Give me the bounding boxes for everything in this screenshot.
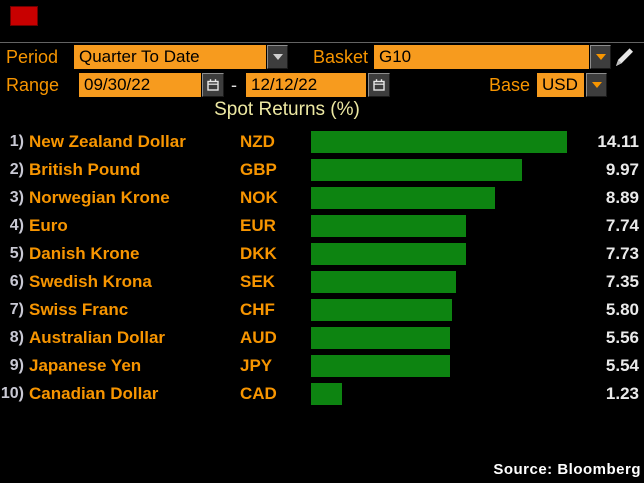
chevron-down-icon	[272, 54, 283, 60]
currency-row[interactable]: 9) Japanese Yen JPY 5.54	[0, 352, 644, 380]
currency-row[interactable]: 1) New Zealand Dollar NZD 14.11	[0, 128, 644, 156]
base-field[interactable]: USD	[537, 73, 584, 97]
period-label: Period	[6, 47, 59, 67]
calendar-icon	[373, 79, 385, 91]
return-value: 7.73	[605, 244, 639, 263]
currency-name: Japanese Yen	[29, 356, 142, 375]
range-end-calendar-button[interactable]	[368, 73, 390, 97]
chevron-down-icon	[595, 54, 606, 60]
return-bar	[311, 215, 466, 237]
row-number: 6)	[9, 273, 24, 290]
currency-ticker: SEK	[240, 272, 275, 291]
return-value: 5.56	[605, 328, 639, 347]
currency-ticker: GBP	[240, 160, 277, 179]
currency-ticker: CHF	[240, 300, 275, 319]
row-number: 10)	[0, 385, 24, 402]
return-value: 7.74	[605, 216, 639, 235]
row-number: 7)	[9, 301, 24, 318]
currency-name: Swedish Krona	[29, 272, 152, 291]
source-credit: Source: Bloomberg	[493, 461, 641, 478]
currency-name: Australian Dollar	[29, 328, 166, 347]
return-bar	[311, 271, 456, 293]
row-number: 9)	[9, 357, 24, 374]
period-dropdown-button[interactable]	[267, 45, 288, 69]
currency-ticker: AUD	[240, 328, 277, 347]
chart-title: Spot Returns (%)	[214, 99, 360, 120]
range-start-calendar-button[interactable]	[202, 73, 224, 97]
currency-name: Swiss Franc	[29, 300, 129, 319]
currency-name: Norwegian Krone	[29, 188, 170, 207]
row-number: 2)	[9, 161, 24, 178]
return-value: 5.80	[605, 300, 639, 319]
calendar-icon	[207, 79, 219, 91]
currency-row[interactable]: 3) Norwegian Krone NOK 8.89	[0, 184, 644, 212]
basket-dropdown-button[interactable]	[590, 45, 611, 69]
row-number: 1)	[9, 133, 24, 150]
currency-name: Euro	[29, 216, 68, 235]
currency-row[interactable]: 2) British Pound GBP 9.97	[0, 156, 644, 184]
row-number: 8)	[9, 329, 24, 346]
pencil-icon	[616, 48, 633, 66]
currency-name: Canadian Dollar	[29, 384, 159, 403]
return-bar	[311, 187, 495, 209]
edit-basket-button[interactable]	[611, 45, 637, 69]
bar-chart: 1) New Zealand Dollar NZD 14.11 2) Briti…	[0, 128, 644, 408]
currency-name: Danish Krone	[29, 244, 140, 263]
return-value: 1.23	[605, 384, 639, 403]
currency-row[interactable]: 5) Danish Krone DKK 7.73	[0, 240, 644, 268]
currency-ticker: NOK	[240, 188, 278, 207]
basket-field[interactable]: G10	[374, 45, 589, 69]
currency-row[interactable]: 7) Swiss Franc CHF 5.80	[0, 296, 644, 324]
range-end-input[interactable]: 12/12/22	[246, 73, 366, 97]
range-separator: -	[231, 75, 237, 95]
return-value: 7.35	[605, 272, 639, 291]
return-bar	[311, 299, 452, 321]
row-number: 3)	[9, 189, 24, 206]
toolbar-top-divider	[0, 42, 644, 43]
row-number: 4)	[9, 217, 24, 234]
return-bar	[311, 355, 450, 377]
range-label: Range	[6, 75, 60, 95]
return-value: 9.97	[605, 160, 639, 179]
return-bar	[311, 159, 522, 181]
currency-ticker: CAD	[240, 384, 277, 403]
period-dropdown[interactable]: Quarter To Date	[74, 45, 266, 69]
range-start-input[interactable]: 09/30/22	[79, 73, 201, 97]
currency-name: New Zealand Dollar	[29, 132, 186, 151]
currency-row[interactable]: 6) Swedish Krona SEK 7.35	[0, 268, 644, 296]
row-number: 5)	[9, 245, 24, 262]
currency-ticker: JPY	[240, 356, 273, 375]
return-bar	[311, 131, 567, 153]
currency-name: British Pound	[29, 160, 141, 179]
return-value: 5.54	[605, 356, 639, 375]
currency-row[interactable]: 10) Canadian Dollar CAD 1.23	[0, 380, 644, 408]
return-bar	[311, 243, 466, 265]
return-value: 8.89	[605, 188, 639, 207]
red-redaction-box	[10, 6, 38, 26]
return-bar	[311, 327, 450, 349]
basket-label: Basket	[312, 47, 368, 67]
currency-ticker: EUR	[240, 216, 276, 235]
currency-ticker: DKK	[240, 244, 277, 263]
base-label: Base	[488, 75, 530, 95]
chevron-down-icon	[591, 82, 602, 88]
currency-row[interactable]: 4) Euro EUR 7.74	[0, 212, 644, 240]
return-value: 14.11	[597, 132, 639, 151]
currency-row[interactable]: 8) Australian Dollar AUD 5.56	[0, 324, 644, 352]
base-dropdown-button[interactable]	[586, 73, 607, 97]
return-bar	[311, 383, 342, 405]
currency-ticker: NZD	[240, 132, 275, 151]
